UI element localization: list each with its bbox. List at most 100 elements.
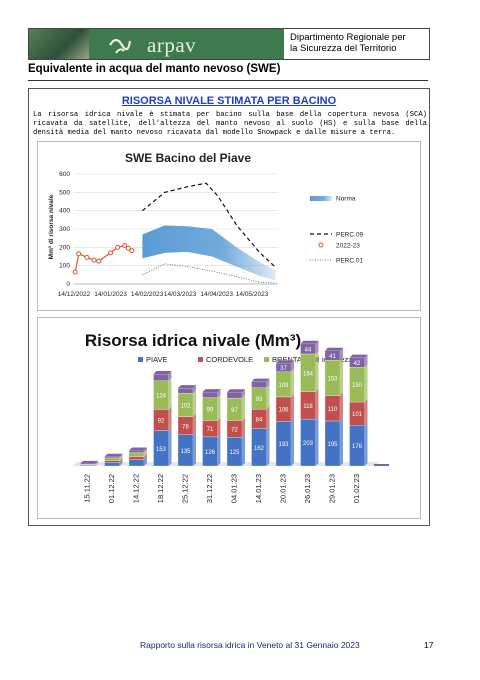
bar-value-label: 150 [352, 383, 363, 389]
current-season-point [96, 258, 102, 264]
bar-top [325, 347, 343, 351]
bar-segment [79, 463, 96, 465]
bar-value-label: 164 [303, 371, 314, 377]
bar-side [242, 434, 245, 466]
bar-value-label: 102 [180, 404, 191, 410]
legend-entry: PERC.01 [336, 258, 363, 265]
bar-side [364, 354, 368, 368]
bar-side [340, 392, 343, 421]
y-tick-label: 400 [59, 208, 70, 215]
bar-side [217, 389, 221, 398]
bar-side [119, 454, 123, 461]
bar-value-label: 92 [158, 419, 165, 425]
x-tick-label: 14/01/2023 [94, 291, 127, 298]
bar-value-label: 42 [354, 361, 361, 367]
current-season-point [122, 243, 128, 248]
resource-bar-chart-card: Risorsa idrica nivale (Mm³) PIAVE CORDEVO… [37, 317, 421, 519]
bar-segment [104, 456, 120, 459]
y-tick-label: 500 [59, 189, 70, 196]
norma-band [142, 225, 276, 281]
bar-segment [226, 392, 243, 399]
bar-side [217, 394, 221, 421]
current-season-point [129, 248, 135, 254]
bar-value-label: 118 [303, 404, 313, 410]
bar-side [217, 417, 221, 437]
legend-entry: PERC.09 [336, 232, 363, 239]
bar-value-label: 71 [207, 427, 214, 433]
bar-value-label: 93 [256, 397, 263, 403]
bar-side [315, 340, 319, 354]
bar-side [144, 447, 147, 453]
bar-side [266, 425, 270, 466]
bar-top [202, 389, 221, 393]
bar-segment [128, 456, 145, 460]
x-category-label: 01.12.22 [107, 474, 116, 503]
bar-value-label: 106 [278, 408, 289, 414]
wave-mark-icon [109, 38, 132, 54]
bar-segment [104, 460, 120, 463]
x-category-label: 14.01.23 [254, 474, 263, 503]
bar-top [80, 460, 98, 464]
section-divider [28, 80, 428, 81]
current-season-point [108, 250, 114, 256]
y-tick-label: 600 [59, 171, 70, 178]
bar-value-label: 41 [329, 354, 336, 360]
swe-line-chart-card: SWE Bacino del Piave Mm³ di risorsa niva… [37, 141, 421, 311]
bar-side [315, 350, 319, 392]
footer-text: Rapporto sulla risorsa idrica in Veneto … [140, 640, 360, 650]
bar-value-label: 193 [278, 442, 289, 448]
bar-value-label: 84 [256, 417, 263, 423]
bar-segment [177, 388, 194, 394]
x-category-label: 31.12.22 [205, 474, 214, 503]
bar-segment [202, 391, 218, 398]
x-category-label: 15.11.22 [82, 474, 91, 503]
bar-value-label: 99 [207, 408, 214, 414]
bar-value-label: 135 [180, 449, 191, 455]
bar-side [193, 431, 196, 466]
bar-segment [104, 457, 120, 461]
bar-value-label: 37 [280, 366, 287, 372]
x-category-label: 01.02.23 [352, 474, 361, 503]
legend-swatch [198, 357, 203, 362]
bar-value-label: 126 [205, 450, 216, 456]
bar-side [95, 462, 98, 466]
bar-side [168, 427, 172, 466]
bar-side [193, 413, 196, 435]
bar-side [168, 371, 172, 381]
y-axis-label: Mm³ di risorsa nivale [48, 194, 55, 259]
current-season-point [115, 244, 121, 250]
bar-top [153, 371, 172, 375]
bar-side [119, 453, 123, 458]
page-number: 17 [424, 640, 434, 650]
legend-entry: Norma [336, 196, 356, 203]
x-category-label: 25.12.22 [180, 474, 189, 503]
y-tick-label: 300 [59, 226, 70, 233]
bar-top [227, 389, 245, 393]
y-tick-label: 200 [59, 244, 70, 251]
current-season-point [76, 251, 82, 257]
bar-value-label: 195 [327, 442, 338, 448]
x-category-label: 18.12.22 [156, 474, 165, 503]
description-paragraph: La risorsa idrica nivale è stimata per b… [33, 111, 427, 138]
empty-bar-marker [374, 464, 389, 466]
brand-name: arpav [147, 33, 197, 57]
bar-side [291, 360, 294, 372]
bar-value-label: 124 [156, 394, 167, 400]
bar-side [242, 417, 245, 438]
swe-line-chart: SWE Bacino del Piave Mm³ di risorsa niva… [48, 151, 363, 298]
section-title: Equivalente in acqua del manto nevoso (S… [28, 63, 281, 75]
y-tick-label: 100 [59, 263, 70, 270]
bar-top [276, 360, 294, 364]
bar-side [315, 416, 319, 466]
perc09-line [142, 182, 277, 268]
legend-swatch-norma [310, 196, 332, 201]
bar-top [104, 453, 123, 457]
x-tick-label: 14/05/2023 [236, 291, 269, 298]
bar-side [364, 422, 368, 466]
bar-side [266, 384, 270, 410]
bar-segment [104, 462, 120, 467]
x-category-label: 26.01.23 [303, 474, 312, 503]
bar-side [291, 393, 294, 422]
bar-value-label: 101 [352, 412, 363, 418]
bar-side [364, 399, 368, 426]
